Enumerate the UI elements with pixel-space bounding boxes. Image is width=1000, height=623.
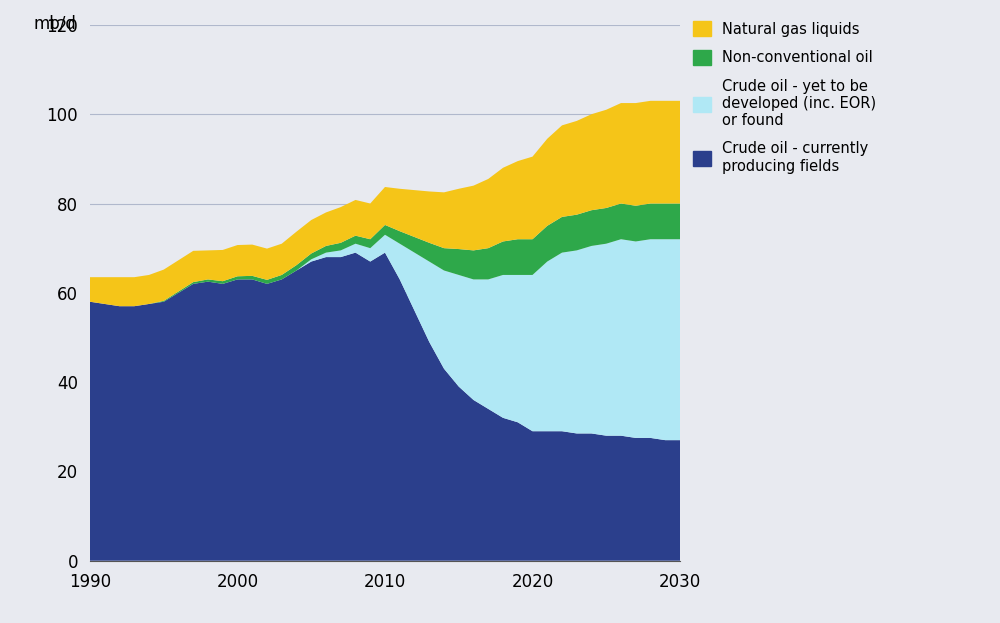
Legend: Natural gas liquids, Non-conventional oil, Crude oil - yet to be
developed (inc.: Natural gas liquids, Non-conventional oi… [693,22,876,174]
Y-axis label: mb/d: mb/d [33,14,76,32]
